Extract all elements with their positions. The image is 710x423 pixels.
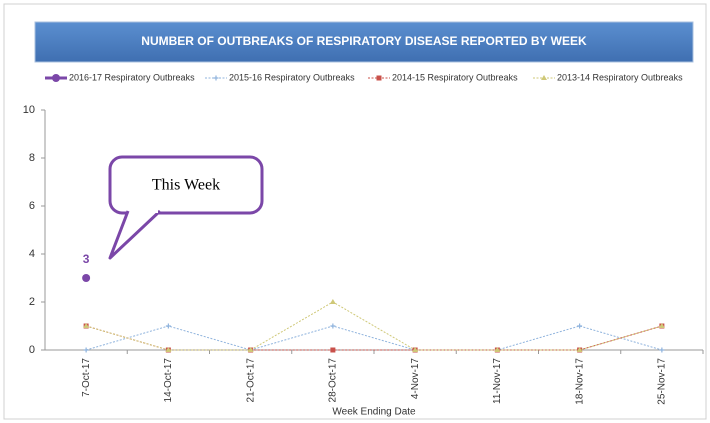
point <box>330 323 336 329</box>
point <box>83 323 90 328</box>
callout-text: This Week <box>152 177 220 194</box>
x-tick-label: 21-Oct-17 <box>245 358 256 403</box>
callout-box <box>108 155 264 215</box>
y-tick-label: 4 <box>29 248 35 260</box>
series-line <box>85 301 663 351</box>
legend-marker <box>52 74 60 82</box>
point <box>83 347 89 353</box>
point <box>494 347 501 352</box>
legend-label: 2014-15 Respiratory Outbreaks <box>392 72 518 82</box>
x-tick-label: 25-Nov-17 <box>657 358 668 405</box>
legend-label: 2016-17 Respiratory Outbreaks <box>69 72 195 82</box>
point <box>165 347 172 352</box>
point <box>577 323 583 329</box>
point <box>658 323 665 328</box>
x-tick-label: 11-Nov-17 <box>492 358 503 404</box>
y-tick-label: 0 <box>29 344 35 356</box>
point <box>82 274 91 282</box>
point <box>659 347 665 353</box>
x-tick-label: 28-Oct-17 <box>328 358 339 403</box>
legend-marker <box>213 75 219 81</box>
y-tick-label: 8 <box>29 152 35 164</box>
point <box>576 347 583 352</box>
x-tick-label: 14-Oct-17 <box>163 358 174 403</box>
point <box>329 299 336 304</box>
x-tick-label: 18-Nov-17 <box>574 358 585 405</box>
title-banner <box>34 21 694 63</box>
point <box>165 323 171 329</box>
legend-label: 2013-14 Respiratory Outbreaks <box>557 72 683 82</box>
series-line <box>85 325 663 351</box>
point <box>330 347 336 353</box>
y-tick-label: 6 <box>29 200 35 212</box>
legend-marker <box>376 75 382 81</box>
point <box>247 347 254 352</box>
data-label: 3 <box>83 252 90 266</box>
x-tick-label: 4-Nov-17 <box>410 358 421 400</box>
chart-title: NUMBER OF OUTBREAKS OF RESPIRATORY DISEA… <box>141 34 587 48</box>
x-tick-label: 7-Oct-17 <box>81 358 92 397</box>
x-axis-label: Week Ending Date <box>332 407 416 418</box>
callout-pointer <box>108 209 162 260</box>
frame <box>3 3 707 420</box>
y-tick-label: 10 <box>23 104 35 116</box>
legend-label: 2015-16 Respiratory Outbreaks <box>229 72 355 82</box>
point <box>412 347 419 352</box>
y-tick-label: 2 <box>29 296 35 308</box>
legend-marker <box>541 75 547 80</box>
